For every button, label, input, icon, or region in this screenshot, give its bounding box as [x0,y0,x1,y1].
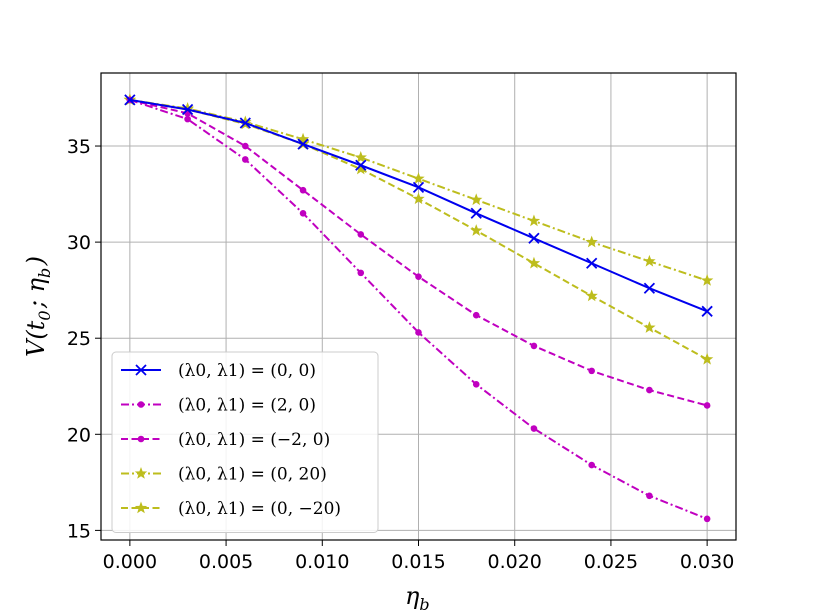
data-point [181,102,194,114]
data-point [355,159,367,171]
x-tick-label: 0.005 [199,551,253,573]
data-point [701,305,713,317]
data-point [470,224,483,236]
data-point [415,329,422,336]
data-point [299,209,307,217]
y-tick-label: 35 [67,136,91,158]
data-point [412,181,425,193]
legend-label: (λ0, λ1) = (2, 0) [178,396,316,416]
x-tick-label: 0.010 [295,551,349,573]
legend-label: (λ0, λ1) = (0, 20) [178,465,327,485]
data-point [527,214,541,227]
data-point [530,425,538,432]
data-point [528,232,540,244]
data-point [239,117,251,129]
x-tick-label: 0.025 [584,551,638,573]
data-point [239,115,252,128]
data-point [472,381,480,388]
series-0 [124,94,713,317]
data-point [585,235,598,248]
data-point [585,289,598,302]
data-point [357,269,365,277]
data-point [299,186,307,194]
x-tick-label: 0.020 [488,551,542,573]
data-point [242,142,249,150]
x-tick-label: 0.000 [103,551,157,573]
data-point [296,132,310,145]
legend-swatch-marker [137,435,145,443]
data-point [357,231,365,238]
x-tick-label: 0.030 [680,551,734,573]
legend-swatch-marker [135,364,147,376]
ticks: 0.000 0.005 0.010 0.015 0.020 0.025 0.030 15 20 2… [67,136,735,573]
legend-swatch-marker [134,501,148,514]
legend-swatch-marker [137,401,145,408]
legend-box [111,351,379,533]
y-tick-label: 15 [67,520,91,542]
legend-item: (λ0, λ1) = (2, 0) [121,396,316,416]
legend-item: (λ0, λ1) = (0, 20) [121,465,327,485]
series-layer [123,93,714,523]
legend-item: (λ0, λ1) = (−2, 0) [121,430,330,450]
legend: (λ0, λ1) = (0, 0) (λ0, λ1) = (2, 0) (λ0, λ… [111,351,379,533]
legend-label: (λ0, λ1) = (−2, 0) [178,430,330,450]
data-point [643,321,656,333]
legend-item: (λ0, λ1) = (0, −20) [121,499,341,519]
data-point [354,151,367,163]
data-point [527,256,541,269]
data-point [703,515,711,523]
data-point [124,94,136,106]
data-point [646,492,653,500]
data-point [646,386,653,394]
x-tick-label: 0.015 [391,551,445,573]
legend-swatch-marker [134,467,148,479]
y-tick-label: 30 [67,232,91,254]
data-point [643,254,656,267]
data-point [297,138,309,150]
data-point [412,172,425,184]
data-point [588,461,595,469]
data-point [470,193,483,206]
series-line [129,98,708,520]
legend-item: (λ0, λ1) = (0, 0) [121,361,316,381]
y-axis-label: V(t0 ; ηb ) [22,256,54,357]
data-point [412,192,425,205]
data-point [472,311,480,319]
data-point [242,156,249,163]
data-point [700,352,714,365]
data-point [586,257,598,269]
data-point [470,207,482,219]
data-point [184,115,191,123]
data-point [530,342,538,350]
legend-label: (λ0, λ1) = (0, −20) [178,499,341,519]
data-point [700,274,714,286]
data-point [703,402,711,409]
data-point [588,367,595,375]
legend-label: (λ0, λ1) = (0, 0) [178,361,316,381]
y-tick-label: 25 [67,328,91,350]
data-point [643,282,656,294]
data-point [354,162,367,175]
x-axis-label: ηb [405,582,432,613]
data-point [415,273,422,281]
y-tick-label: 20 [67,424,91,446]
data-point [181,103,194,116]
